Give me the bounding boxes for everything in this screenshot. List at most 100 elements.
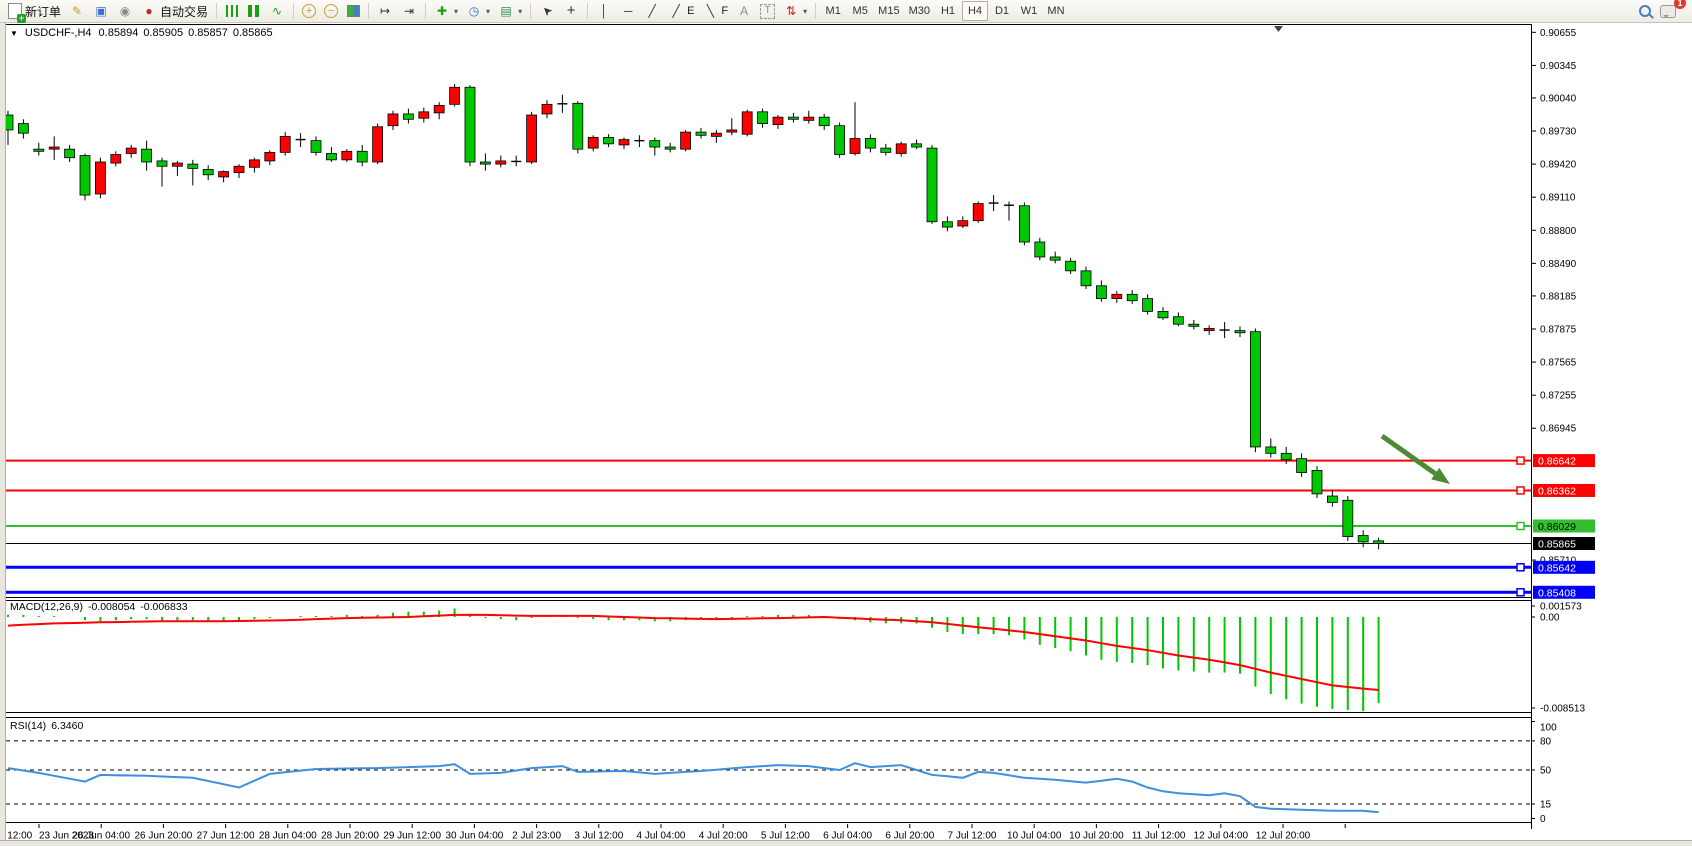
svg-text:15: 15 xyxy=(1540,799,1552,810)
svg-text:0.89110: 0.89110 xyxy=(1540,193,1576,204)
trendline-tool-button[interactable]: ╱ xyxy=(640,1,664,21)
equidistant-channel-tool-button[interactable]: ╱ E xyxy=(664,1,698,21)
one-click-trading-arrow[interactable]: ▼ xyxy=(10,28,18,38)
macd-main-value: -0.008054 xyxy=(87,601,136,613)
signals-button[interactable]: ◉ xyxy=(113,1,137,21)
notification-badge: 1 xyxy=(1674,0,1686,9)
svg-text:0.90655: 0.90655 xyxy=(1540,28,1577,39)
line-chart-button[interactable]: ∿ xyxy=(265,1,289,21)
zoom-out-icon: − xyxy=(324,4,339,18)
status-bar xyxy=(0,840,1692,846)
zoom-out-button[interactable]: − xyxy=(320,1,342,21)
price-line-badge-text: 0.86362 xyxy=(1538,485,1576,497)
autotrading-button[interactable]: ● 自动交易 xyxy=(137,1,212,21)
chart-shift-marker[interactable] xyxy=(1274,26,1283,32)
svg-text:0.87565: 0.87565 xyxy=(1540,358,1577,369)
cursor-tool-button[interactable]: ➤ xyxy=(535,1,559,21)
timeframe-h1[interactable]: H1 xyxy=(935,1,961,21)
chart-shift-button[interactable]: ⇥ xyxy=(397,1,421,21)
template-icon: ▤ xyxy=(500,4,512,18)
macd-signal-line xyxy=(7,613,1379,691)
svg-text:0.86945: 0.86945 xyxy=(1540,424,1577,435)
tile-windows-button[interactable] xyxy=(342,1,364,21)
svg-text:0.001573: 0.001573 xyxy=(1540,602,1582,613)
timeframe-w1[interactable]: W1 xyxy=(1016,1,1042,21)
new-order-label: 新订单 xyxy=(25,4,62,19)
svg-text:0: 0 xyxy=(1540,814,1546,825)
profile-button[interactable]: ▣ xyxy=(89,1,113,21)
svg-text:0.89730: 0.89730 xyxy=(1540,127,1577,138)
candlestick-chart-button[interactable] xyxy=(243,1,265,21)
svg-text:0.90040: 0.90040 xyxy=(1540,93,1577,104)
macd-signal-value: -0.006833 xyxy=(140,601,188,613)
svg-text:50: 50 xyxy=(1540,766,1552,777)
arrows-tool-button[interactable]: ⇅ ▾ xyxy=(779,1,811,21)
open-value: 0.85894 xyxy=(98,27,139,39)
auto-scroll-icon: ↦ xyxy=(380,4,391,18)
line-handle[interactable] xyxy=(1516,521,1525,531)
close-value: 0.85865 xyxy=(232,27,273,39)
horizontal-lines: 0.86642 0.86362 0.86029 0.85865 0.85642 0.854… xyxy=(6,454,1595,599)
text-tool-icon: A xyxy=(740,4,749,18)
line-handle[interactable] xyxy=(1516,486,1525,495)
zoom-in-button[interactable]: + xyxy=(298,1,320,21)
svg-text:0.90345: 0.90345 xyxy=(1540,61,1577,72)
vertical-line-tool-button[interactable]: │ xyxy=(592,1,616,21)
timeframe-m5[interactable]: M5 xyxy=(847,1,873,21)
svg-text:10 Jul 04:00: 10 Jul 04:00 xyxy=(1007,831,1062,842)
svg-text:30 Jun 04:00: 30 Jun 04:00 xyxy=(445,831,503,842)
svg-text:6 Jul 20:00: 6 Jul 20:00 xyxy=(885,831,934,842)
price-line-badge-text: 0.85408 xyxy=(1538,587,1576,599)
toolbar-separator xyxy=(216,3,218,19)
timeframe-h4[interactable]: H4 xyxy=(961,1,988,21)
line-chart-icon: ∿ xyxy=(272,4,283,18)
svg-text:80: 80 xyxy=(1540,736,1552,747)
chart-title-bar: ▼ USDCHF-,H4 0.85894 0.85905 0.85857 0.8… xyxy=(10,27,273,39)
new-order-button[interactable]: 新订单 xyxy=(4,1,65,23)
timeframe-m1[interactable]: M1 xyxy=(820,1,846,21)
svg-text:0.87875: 0.87875 xyxy=(1540,325,1577,336)
timeframe-mn[interactable]: MN xyxy=(1043,1,1069,21)
price-line-badge xyxy=(1533,519,1595,533)
svg-text:26 Jun 20:00: 26 Jun 20:00 xyxy=(134,831,192,842)
symbol-timeframe-label: USDCHF-,H4 xyxy=(24,27,92,39)
line-handle[interactable] xyxy=(1516,588,1525,597)
indicators-button[interactable]: ✚ ▾ xyxy=(430,1,462,21)
trendline-icon: ╱ xyxy=(648,4,656,18)
price-line-badge xyxy=(1533,537,1595,551)
svg-text:13 Jul 12:00: 13 Jul 12:00 xyxy=(0,831,33,842)
templates-button[interactable]: ▤ ▾ xyxy=(494,1,526,21)
auto-scroll-button[interactable]: ↦ xyxy=(373,1,397,21)
crosshair-tool-button[interactable]: + xyxy=(559,1,583,21)
horizontal-line-icon: ─ xyxy=(623,4,633,18)
vertical-line-icon: │ xyxy=(600,4,608,18)
text-label-tool-button[interactable]: T xyxy=(756,1,779,21)
price-line-badge-text: 0.85865 xyxy=(1538,539,1576,551)
timeframe-m30[interactable]: M30 xyxy=(905,1,934,21)
toolbar-separator xyxy=(368,3,370,19)
svg-text:28 Jun 20:00: 28 Jun 20:00 xyxy=(321,831,379,842)
toolbar-separator xyxy=(293,3,295,19)
svg-text:4 Jul 20:00: 4 Jul 20:00 xyxy=(699,831,748,842)
periods-button[interactable]: ◷ ▾ xyxy=(462,1,494,21)
indicators-icon: ✚ xyxy=(437,4,448,18)
rsi-line xyxy=(7,762,1379,814)
text-tool-button[interactable]: A xyxy=(732,1,756,21)
chat-button[interactable]: 1 xyxy=(1656,0,1686,21)
bar-chart-button[interactable] xyxy=(221,1,243,21)
svg-text:0.00: 0.00 xyxy=(1540,613,1560,624)
trend-arrow[interactable] xyxy=(1380,433,1450,484)
timeframe-d1[interactable]: D1 xyxy=(989,1,1015,21)
line-handle[interactable] xyxy=(1516,563,1525,572)
fibonacci-tool-button[interactable]: ╲ F xyxy=(698,1,732,21)
pencil-button[interactable]: ✎ xyxy=(65,1,89,21)
price-line-badge xyxy=(1533,483,1595,497)
price-line-badge-text: 0.85642 xyxy=(1538,562,1576,574)
timeframe-m15[interactable]: M15 xyxy=(874,1,903,21)
horizontal-line-tool-button[interactable]: ─ xyxy=(616,1,640,21)
line-handle[interactable] xyxy=(1516,456,1525,465)
search-button[interactable] xyxy=(1634,1,1656,21)
price-line-badge-text: 0.86642 xyxy=(1538,456,1576,468)
